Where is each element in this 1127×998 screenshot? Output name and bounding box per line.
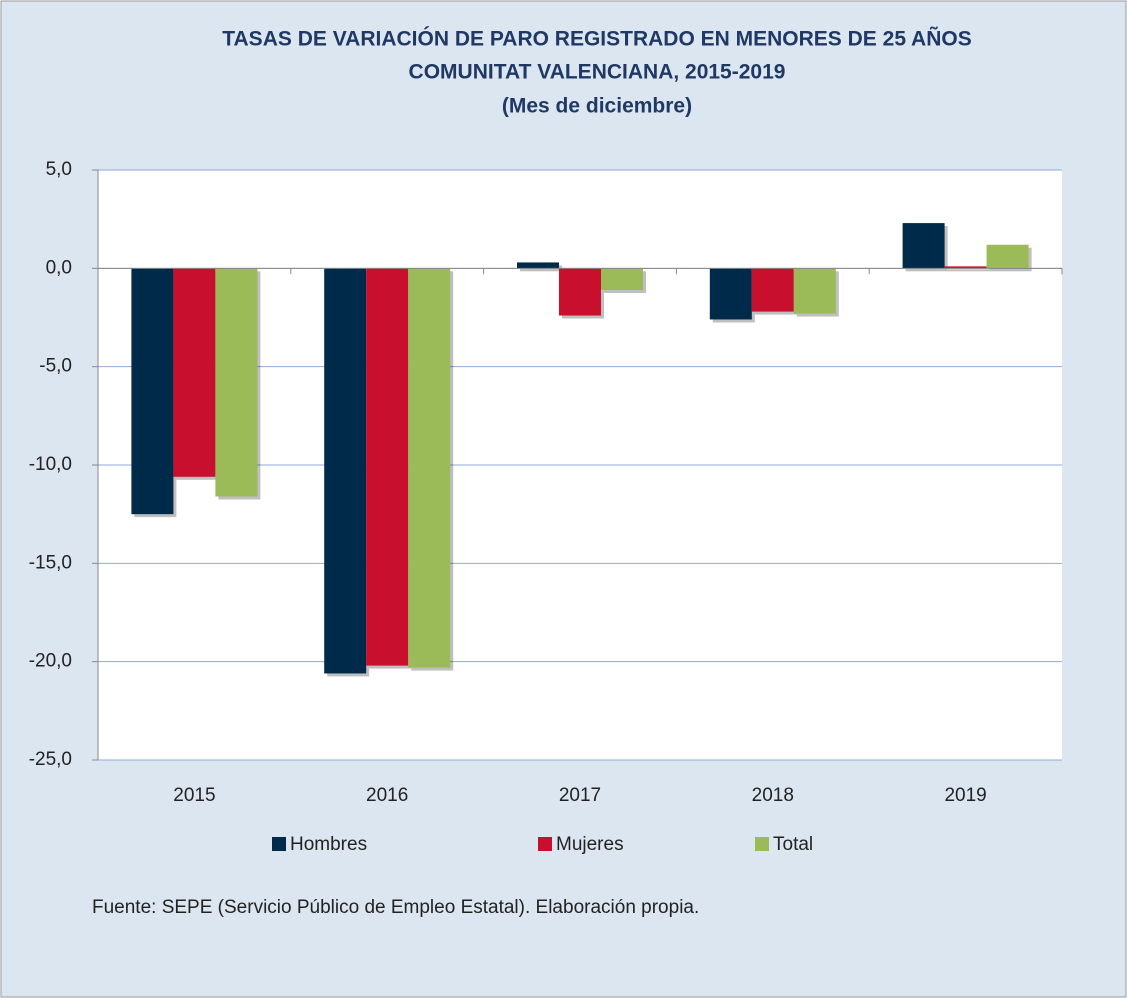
bar [173, 268, 216, 477]
bar [559, 268, 601, 316]
bar [131, 268, 174, 515]
legend-swatch [538, 837, 552, 851]
legend-swatch [272, 837, 286, 851]
bar [366, 268, 409, 666]
source-note: Fuente: SEPE (Servicio Público de Empleo… [92, 897, 699, 918]
bar [408, 268, 451, 668]
y-tick-label: -25,0 [29, 749, 72, 770]
x-tick-label: 2017 [559, 785, 601, 806]
bar [215, 268, 258, 497]
legend-swatch [755, 837, 769, 851]
y-tick-label: 0,0 [46, 257, 72, 278]
bar [902, 223, 945, 269]
bar [793, 268, 836, 314]
bar [517, 262, 559, 269]
bar [751, 268, 794, 312]
bar [324, 268, 367, 674]
x-tick-label: 2019 [944, 785, 986, 806]
legend-label: Total [773, 834, 813, 855]
x-tick-label: 2016 [366, 785, 408, 806]
chart-title: COMUNITAT VALENCIANA, 2015-2019 [409, 61, 786, 84]
chart-title: (Mes de diciembre) [502, 95, 692, 118]
y-tick-label: -20,0 [29, 651, 72, 672]
y-tick-label: 5,0 [46, 159, 72, 180]
bar [601, 268, 643, 290]
y-tick-label: -10,0 [29, 454, 72, 475]
bar [709, 268, 752, 320]
bar-shadow [947, 269, 990, 272]
chart-title: TASAS DE VARIACIÓN DE PARO REGISTRADO EN… [222, 27, 971, 51]
legend-label: Hombres [290, 834, 367, 855]
x-tick-label: 2015 [173, 785, 215, 806]
y-tick-label: -15,0 [29, 552, 72, 573]
legend-label: Mujeres [556, 834, 624, 855]
x-tick-label: 2018 [752, 785, 794, 806]
bar [986, 244, 1029, 269]
y-tick-label: -5,0 [39, 356, 72, 377]
bar [944, 266, 987, 269]
